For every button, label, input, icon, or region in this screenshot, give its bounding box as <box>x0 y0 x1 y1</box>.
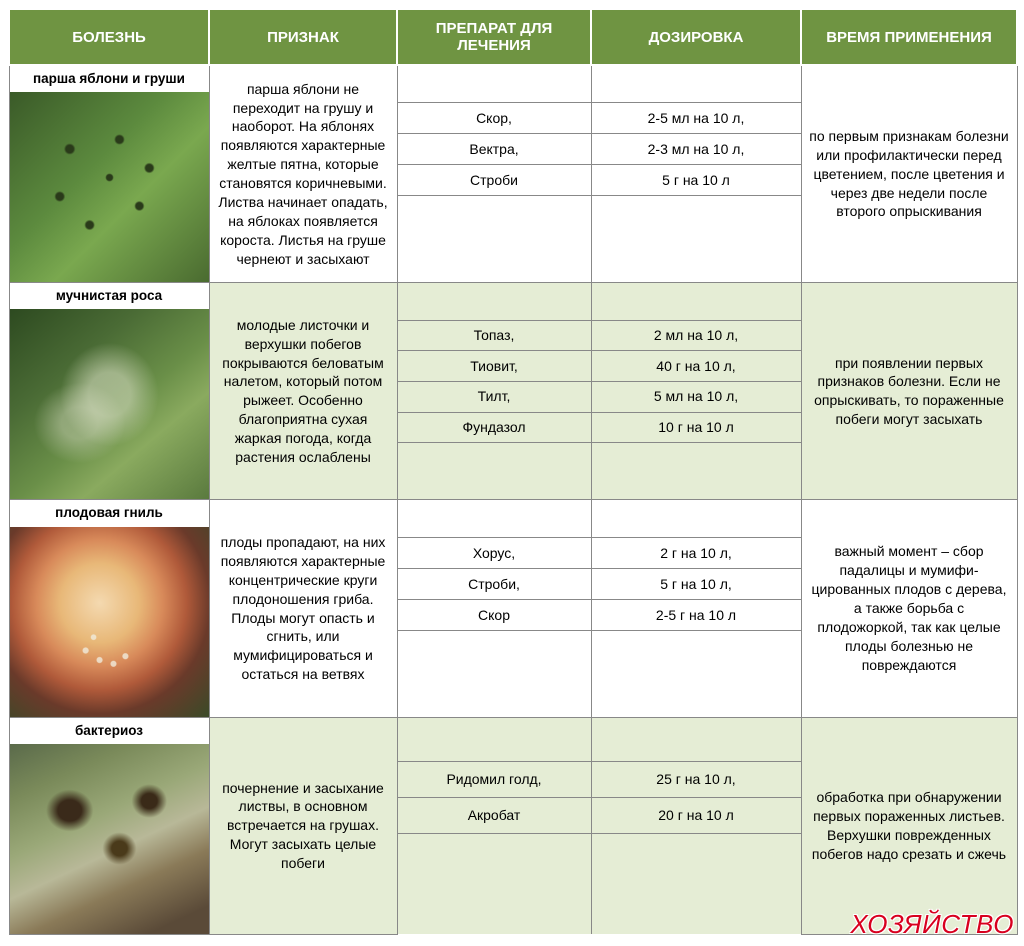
dose-cell-lead <box>591 65 801 103</box>
disease-cell: бактериоз <box>9 717 209 934</box>
drug-cell: Акробат <box>397 797 591 833</box>
drug-cell-lead <box>397 65 591 103</box>
dose-cell: 5 мл на 10 л, <box>591 381 801 412</box>
header-dosage: Дозировка <box>591 9 801 65</box>
drug-cell: Фундазол <box>397 412 591 443</box>
dose-cell: 2 г на 10 л, <box>591 538 801 569</box>
drug-cell-pad <box>397 443 591 472</box>
header-sign: Признак <box>209 9 397 65</box>
dose-cell-lead <box>591 283 801 320</box>
disease-cell: мучнистая роса <box>9 283 209 500</box>
drug-cell-pad <box>397 471 591 500</box>
dose-cell-pad <box>591 867 801 901</box>
disease-name: парша яблони и груши <box>10 66 209 92</box>
dose-cell-pad <box>591 443 801 472</box>
sign-cell: плоды пропадают, на них появляются харак… <box>209 500 397 717</box>
drug-cell-pad <box>397 867 591 901</box>
drug-cell-lead <box>397 717 591 761</box>
timing-cell: важный момент – сбор падалицы и мумифи­ц… <box>801 500 1017 717</box>
drug-cell: Хорус, <box>397 538 591 569</box>
dose-cell: 2 мл на 10 л, <box>591 320 801 351</box>
disease-name: плодовая гниль <box>10 500 209 526</box>
dose-cell: 2-5 г на 10 л <box>591 600 801 631</box>
dose-cell-pad <box>591 901 801 935</box>
sign-cell: молодые листочки и верхушки побегов покр… <box>209 283 397 500</box>
drug-cell-pad <box>397 833 591 867</box>
header-timing: Время применения <box>801 9 1017 65</box>
dose-cell: 2-5 мл на 10 л, <box>591 103 801 134</box>
disease-image <box>10 744 209 934</box>
dose-cell-pad <box>591 688 801 717</box>
drug-cell-pad <box>397 901 591 935</box>
dose-cell: 2-3 мл на 10 л, <box>591 134 801 165</box>
disease-image <box>10 527 209 717</box>
drug-cell-lead <box>397 283 591 320</box>
drug-cell: Ридомил голд, <box>397 761 591 797</box>
dose-cell: 10 г на 10 л <box>591 412 801 443</box>
dose-cell-pad <box>591 225 801 254</box>
sign-cell: почернение и засыхание листвы, в основно… <box>209 717 397 934</box>
disease-image <box>10 309 209 499</box>
drug-cell: Тиовит, <box>397 351 591 382</box>
drug-cell-pad <box>397 688 591 717</box>
disease-name: бактериоз <box>10 718 209 744</box>
disease-treatment-table: Болезнь Признак Препарат для лечения Доз… <box>8 8 1018 935</box>
drug-cell: Скор, <box>397 103 591 134</box>
drug-cell: Скор <box>397 600 591 631</box>
drug-cell: Тилт, <box>397 381 591 412</box>
drug-cell-pad <box>397 225 591 254</box>
dose-cell: 5 г на 10 л <box>591 165 801 196</box>
dose-cell-pad <box>591 196 801 225</box>
dose-cell-pad <box>591 631 801 660</box>
dose-cell-pad <box>591 833 801 867</box>
drug-cell: Топаз, <box>397 320 591 351</box>
timing-cell: по первым признакам болезни или профи­ла… <box>801 65 1017 283</box>
dose-cell: 40 г на 10 л, <box>591 351 801 382</box>
disease-cell: плодовая гниль <box>9 500 209 717</box>
timing-cell: при появлении первых признаков болезни. … <box>801 283 1017 500</box>
timing-cell: обработка при об­наружении первых пораже… <box>801 717 1017 934</box>
dose-cell-pad <box>591 254 801 283</box>
header-row: Болезнь Признак Препарат для лечения Доз… <box>9 9 1017 65</box>
dose-cell-lead <box>591 500 801 538</box>
sign-cell: парша яблони не переходит на грушу и нао… <box>209 65 397 283</box>
header-drug: Препарат для лечения <box>397 9 591 65</box>
drug-cell-pad <box>397 254 591 283</box>
drug-cell-pad <box>397 196 591 225</box>
drug-cell: Строби <box>397 165 591 196</box>
disease-name: мучнистая роса <box>10 283 209 309</box>
dose-cell-lead <box>591 717 801 761</box>
dose-cell: 25 г на 10 л, <box>591 761 801 797</box>
dose-cell-pad <box>591 659 801 688</box>
drug-cell: Строби, <box>397 569 591 600</box>
disease-image <box>10 92 209 282</box>
disease-cell: парша яблони и груши <box>9 65 209 283</box>
dose-cell: 5 г на 10 л, <box>591 569 801 600</box>
drug-cell-pad <box>397 631 591 660</box>
drug-cell-lead <box>397 500 591 538</box>
dose-cell-pad <box>591 471 801 500</box>
header-disease: Болезнь <box>9 9 209 65</box>
dose-cell: 20 г на 10 л <box>591 797 801 833</box>
drug-cell: Вектра, <box>397 134 591 165</box>
drug-cell-pad <box>397 659 591 688</box>
